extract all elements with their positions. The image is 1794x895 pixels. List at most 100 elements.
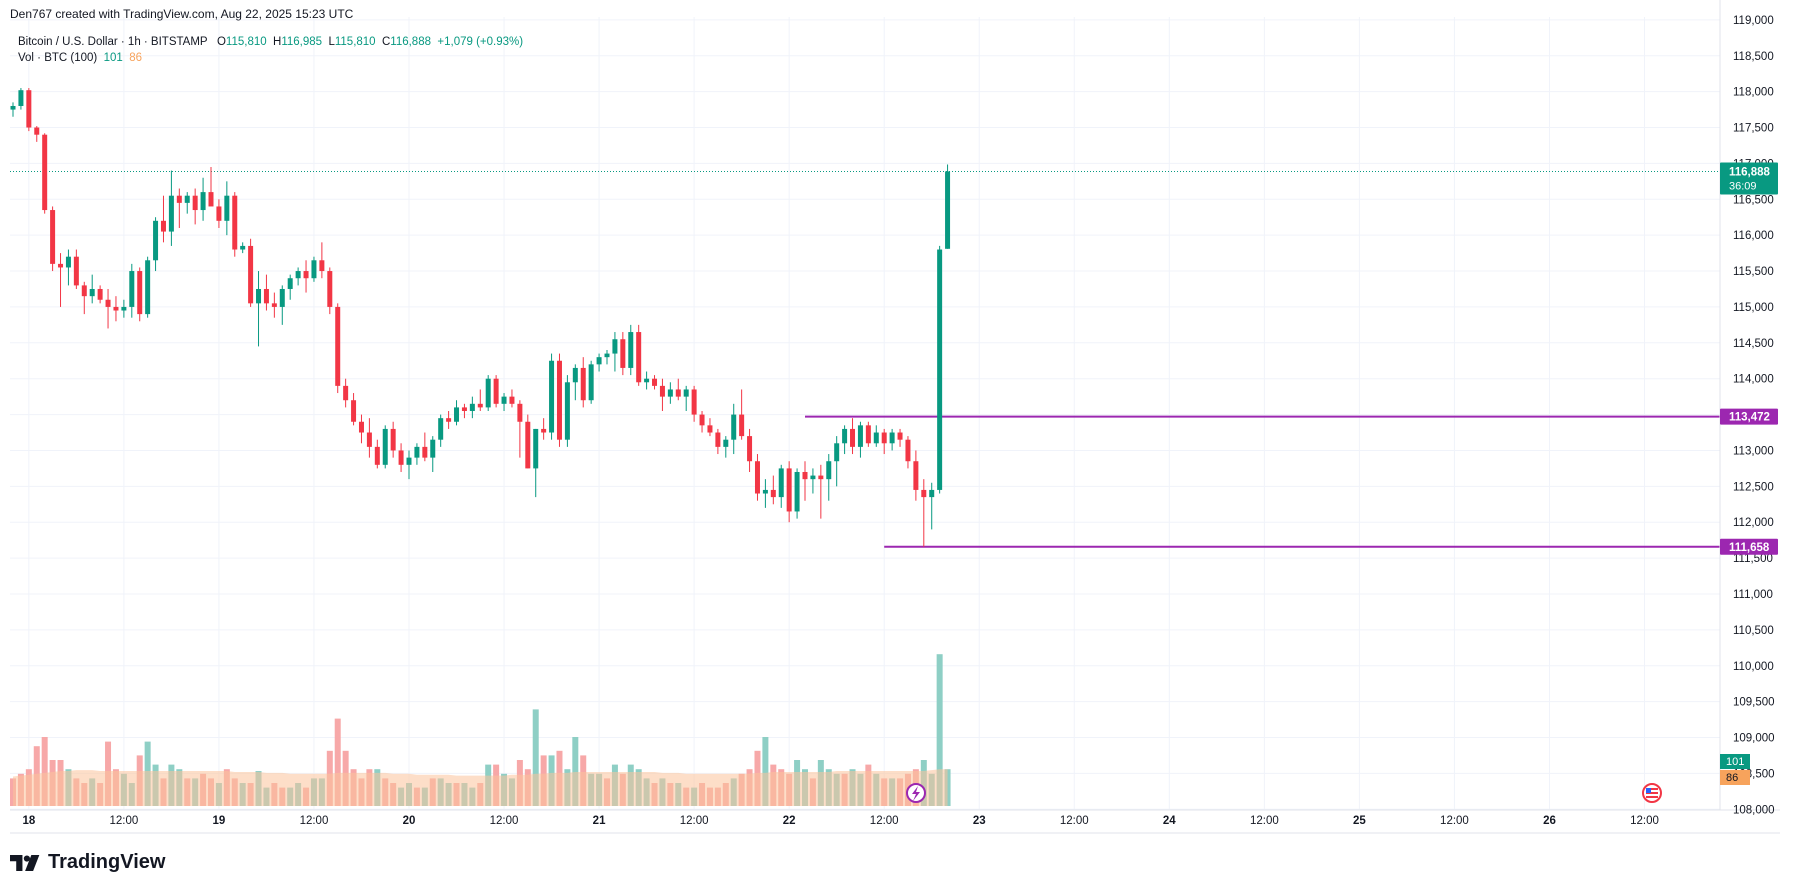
candle-body <box>747 436 753 462</box>
candle-body <box>192 195 198 211</box>
candle-body <box>366 432 372 447</box>
candle-body <box>216 206 222 221</box>
candle-body <box>636 332 642 383</box>
candle-body <box>865 425 871 444</box>
candle-body <box>430 439 436 458</box>
high-label: H <box>273 36 282 48</box>
candle-body <box>675 389 681 397</box>
candle-body <box>541 428 547 433</box>
y-tick-label: 117,500 <box>1733 123 1774 135</box>
candle-body <box>921 489 927 498</box>
us-flag-white-stripe <box>1646 790 1658 792</box>
y-tick-label: 111,500 <box>1733 553 1773 565</box>
volume-label[interactable]: Vol · BTC (100) <box>18 52 98 64</box>
candles <box>10 88 951 547</box>
candle-body <box>945 171 951 249</box>
candle-body <box>762 489 768 494</box>
candle-body <box>834 443 840 462</box>
y-tick-label: 116,000 <box>1733 230 1774 242</box>
candle-body <box>612 339 618 354</box>
countdown-label: 36:09 <box>1729 180 1757 192</box>
x-tick-label: 24 <box>1163 815 1176 827</box>
candle-body <box>786 468 792 512</box>
x-tick-label: 12:00 <box>680 815 709 827</box>
low-value: 115,810 <box>334 36 376 48</box>
y-tick-label: 112,000 <box>1733 517 1774 529</box>
volume-tag <box>1720 770 1750 785</box>
level-price-tag <box>1720 538 1778 555</box>
candle-body <box>929 489 935 498</box>
volume-ma-area <box>13 769 948 806</box>
x-tick-label: 12:00 <box>490 815 519 827</box>
x-tick-label: 26 <box>1543 815 1556 827</box>
candle-body <box>754 461 760 494</box>
candle-body <box>327 271 333 307</box>
chart-grid <box>10 17 1720 810</box>
candle-body <box>659 385 665 397</box>
candle-body <box>153 220 159 261</box>
candle-body <box>374 446 380 465</box>
candle-body <box>897 432 903 440</box>
candle-body <box>739 414 745 437</box>
candle-body <box>208 192 214 207</box>
candle-body <box>652 378 658 386</box>
candle-body <box>683 389 689 397</box>
y-tick-label: 109,500 <box>1733 697 1775 709</box>
candle-body <box>556 360 562 440</box>
y-tick-label: 115,000 <box>1733 302 1774 314</box>
candle-body <box>620 339 626 368</box>
candle-body <box>65 256 71 268</box>
candle-body <box>335 306 341 386</box>
x-tick-label: 21 <box>593 815 606 827</box>
candle-body <box>224 195 230 221</box>
candle-body <box>18 90 24 106</box>
candle-body <box>137 271 143 315</box>
y-tick-label: 110,500 <box>1733 625 1774 637</box>
candle-body <box>533 428 539 469</box>
y-tick-label: 110,000 <box>1733 661 1774 673</box>
candle-body <box>10 105 16 110</box>
candle-body <box>580 367 586 401</box>
logo-text: TradingView <box>48 851 166 873</box>
volume-ma-value: 86 <box>129 52 143 64</box>
candle-body <box>842 428 848 444</box>
candle-body <box>501 396 507 404</box>
candle-body <box>232 195 238 250</box>
candle-body <box>446 418 452 422</box>
candle-body <box>572 367 578 383</box>
volume-ma <box>13 769 948 806</box>
candle-body <box>58 263 64 268</box>
candle-body <box>343 385 349 401</box>
tradingview-logo[interactable]: TradingView <box>10 851 165 874</box>
low-label: L <box>328 36 335 48</box>
candle-body <box>469 403 475 411</box>
x-tick-label: 22 <box>783 815 796 827</box>
symbol-name[interactable]: Bitcoin / U.S. Dollar · 1h · BITSTAMP <box>18 36 208 48</box>
x-tick-label: 12:00 <box>1440 815 1469 827</box>
y-tick-label: 111,000 <box>1733 589 1773 601</box>
y-tick-label: 113,000 <box>1733 445 1774 457</box>
tradingview-logo-icon <box>10 854 40 871</box>
volume-bar <box>572 737 579 806</box>
close-value: 116,888 <box>390 36 431 48</box>
x-tick-label: 25 <box>1353 815 1366 827</box>
lightning-glyph <box>912 786 920 801</box>
candle-body <box>438 418 444 440</box>
candle-body <box>628 332 634 368</box>
candle-body <box>826 461 832 480</box>
candle-body <box>121 306 127 311</box>
close-label: C <box>381 36 391 48</box>
x-tick-label: 20 <box>403 815 416 827</box>
candle-body <box>731 414 737 440</box>
symbol-legend[interactable]: Bitcoin / U.S. Dollar · 1h · BITSTAMP O1… <box>18 36 523 48</box>
candle-body <box>256 288 262 304</box>
volume-legend[interactable]: Vol · BTC (100) 101 86 <box>18 52 142 64</box>
candle-body <box>794 471 800 512</box>
candle-body <box>390 428 396 451</box>
us-flag-canton <box>1646 788 1651 793</box>
volume-bar <box>762 737 769 806</box>
candle-body <box>596 357 602 365</box>
last-price-label: 116,888 <box>1729 166 1771 178</box>
candle-body <box>707 425 713 433</box>
